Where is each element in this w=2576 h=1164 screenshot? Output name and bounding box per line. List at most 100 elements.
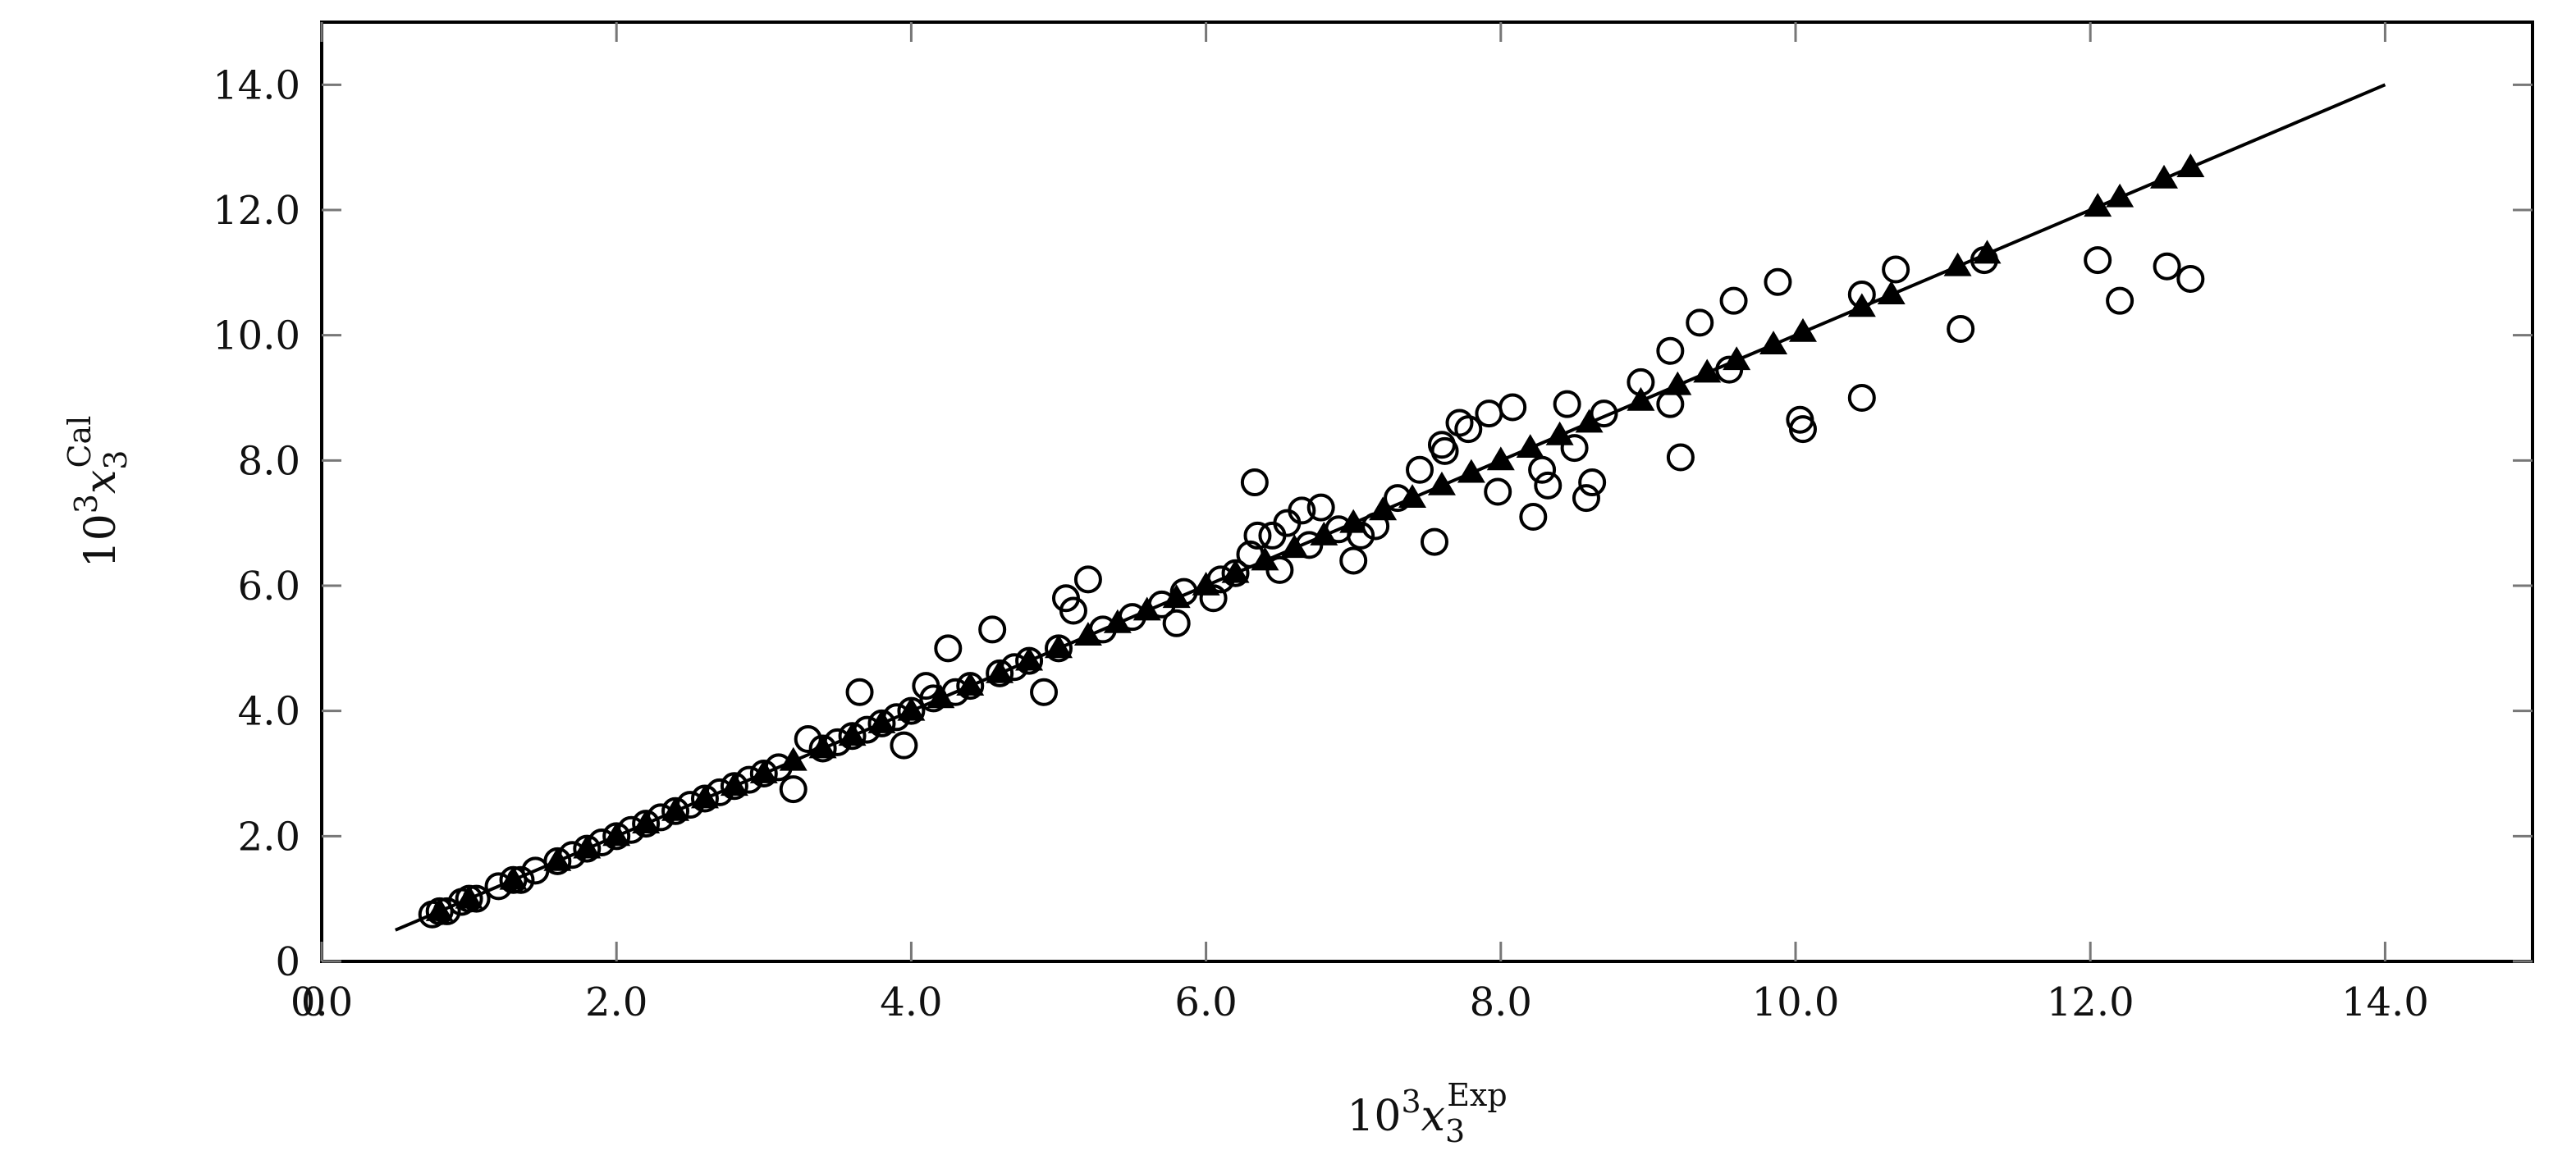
data-point-circle bbox=[890, 731, 918, 760]
data-point-triangle bbox=[2150, 164, 2178, 189]
plot-frame bbox=[320, 21, 2534, 963]
data-point-triangle bbox=[1545, 421, 1574, 445]
data-point-triangle bbox=[1132, 596, 1161, 621]
data-point-circle bbox=[1882, 255, 1910, 284]
data-point-triangle bbox=[1073, 622, 1102, 646]
data-point-circle bbox=[1454, 415, 1483, 444]
data-point-circle bbox=[1339, 546, 1368, 575]
data-point-circle bbox=[1073, 565, 1102, 594]
data-point-circle bbox=[1528, 455, 1557, 484]
data-point-circle bbox=[2106, 286, 2134, 315]
data-point-triangle bbox=[1221, 559, 1250, 583]
data-point-triangle bbox=[1516, 434, 1544, 458]
x-tick-label: 8.0 bbox=[1470, 979, 1532, 1025]
axis-ticks bbox=[320, 22, 2533, 963]
data-point-triangle bbox=[986, 659, 1014, 683]
data-point-circle bbox=[1420, 527, 1448, 556]
x-tick-label: 12.0 bbox=[2047, 979, 2134, 1025]
x-tick-label: 14.0 bbox=[2341, 979, 2429, 1025]
data-point-triangle bbox=[690, 784, 719, 809]
x-tick-label: 6.0 bbox=[1174, 979, 1237, 1025]
data-point-circle bbox=[1572, 484, 1600, 513]
data-point-circle bbox=[1656, 336, 1685, 365]
data-point-triangle bbox=[661, 797, 690, 821]
data-point-circle bbox=[2084, 246, 2112, 275]
data-point-circle bbox=[1162, 609, 1191, 637]
x-tick-label: 0 bbox=[301, 979, 327, 1025]
y-tick-label: 10.0 bbox=[213, 313, 300, 359]
y-tick-label: 14.0 bbox=[213, 62, 300, 108]
data-point-circle bbox=[1406, 455, 1434, 484]
y-tick-label: 2.0 bbox=[238, 814, 300, 860]
y-tick-label: 0 bbox=[275, 939, 300, 985]
x-axis-title: 103x3Exp bbox=[1347, 1077, 1507, 1149]
data-point-triangle bbox=[867, 709, 896, 733]
data-point-triangle bbox=[1486, 446, 1515, 471]
data-point-circle bbox=[1534, 471, 1563, 500]
data-point-triangle bbox=[1103, 609, 1132, 633]
data-point-circle bbox=[779, 775, 808, 804]
data-point-circle bbox=[2153, 252, 2181, 281]
data-point-triangle bbox=[632, 810, 661, 833]
x-tick-label: 10.0 bbox=[1752, 979, 1840, 1025]
data-point-triangle bbox=[1192, 572, 1220, 596]
y-tick-label: 12.0 bbox=[213, 188, 300, 234]
data-point-circle bbox=[1240, 468, 1269, 497]
tick-labels: 0.0 2.0 4.0 6.0 8.0 10.0 12.0 14.0 00 2.0 4.0 6.0 8.… bbox=[213, 62, 2429, 1025]
data-point-circle bbox=[1788, 415, 1817, 444]
data-point-circle bbox=[1847, 384, 1876, 412]
data-point-circle bbox=[1656, 390, 1685, 418]
data-point-circle bbox=[1484, 477, 1512, 506]
data-point-circle bbox=[1553, 390, 1581, 418]
data-point-circle bbox=[934, 634, 963, 663]
data-point-circle bbox=[1666, 443, 1695, 472]
data-point-circle bbox=[1578, 468, 1607, 497]
y-tick-label: 6.0 bbox=[238, 564, 300, 609]
x-tick-label: 2.0 bbox=[585, 979, 647, 1025]
data-point-triangle bbox=[720, 772, 748, 797]
data-point-circle bbox=[2176, 264, 2205, 293]
data-point-triangle bbox=[749, 760, 778, 783]
data-point-triangle bbox=[956, 672, 985, 696]
data-point-triangle bbox=[1015, 646, 1044, 671]
y-tick-label: 8.0 bbox=[238, 438, 300, 484]
data-point-triangle bbox=[573, 834, 602, 859]
x-tick-label: 4.0 bbox=[880, 979, 942, 1025]
data-point-triangle bbox=[543, 847, 572, 871]
data-point-triangle bbox=[1162, 584, 1191, 609]
data-point-triangle bbox=[1457, 459, 1485, 483]
data-point-triangle bbox=[2106, 183, 2134, 208]
data-point-triangle bbox=[1663, 371, 1692, 395]
data-point-circle bbox=[1719, 286, 1748, 315]
data-point-triangle bbox=[2176, 153, 2205, 177]
data-point-circle bbox=[1243, 521, 1272, 550]
data-point-circle bbox=[1288, 496, 1316, 525]
data-point-triangle bbox=[808, 734, 837, 759]
data-point-circle bbox=[978, 615, 1007, 644]
data-point-triangle bbox=[602, 822, 631, 847]
data-point-triangle bbox=[1943, 252, 1972, 276]
reference-line bbox=[395, 83, 2386, 932]
data-point-triangle bbox=[1877, 281, 1906, 304]
data-point-triangle bbox=[1788, 317, 1817, 342]
data-point-triangle bbox=[1575, 409, 1604, 433]
y-tick-label: 4.0 bbox=[238, 689, 300, 735]
data-point-triangle bbox=[1847, 293, 1876, 317]
data-point-circle bbox=[1519, 503, 1548, 532]
data-point-triangle bbox=[1045, 634, 1073, 659]
data-point-circle bbox=[845, 678, 874, 706]
data-point-triangle bbox=[838, 722, 867, 746]
data-point-circle bbox=[1947, 315, 1975, 344]
data-point-circle bbox=[1560, 434, 1589, 463]
data-point-circle bbox=[1430, 436, 1459, 465]
data-point-circle bbox=[1764, 267, 1792, 296]
y-axis-title: 103x3Cal bbox=[62, 416, 134, 568]
data-point-circle bbox=[1030, 678, 1059, 706]
data-point-triangle bbox=[1759, 331, 1788, 355]
data-point-circle bbox=[1498, 393, 1527, 422]
data-point-circle bbox=[1475, 399, 1503, 428]
data-point-circle bbox=[1059, 596, 1087, 625]
data-point-circle bbox=[1306, 493, 1335, 522]
x-tick-label: 0.0 bbox=[291, 979, 353, 1025]
